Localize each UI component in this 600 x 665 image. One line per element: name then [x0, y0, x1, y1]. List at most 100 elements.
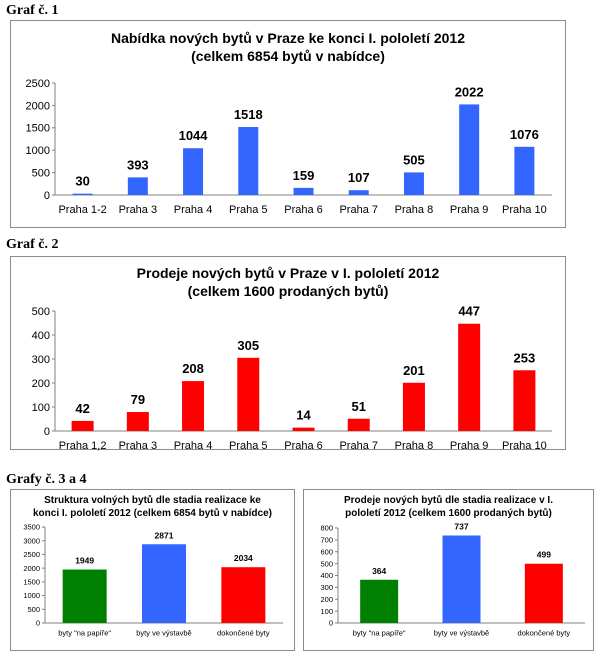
bar-value-label: 253 [514, 350, 536, 365]
bar [238, 126, 259, 195]
x-category-label: Praha 9 [450, 204, 489, 216]
y-tick-label: 500 [32, 306, 50, 318]
x-category-label: Praha 6 [284, 204, 323, 216]
bar-value-label: 447 [458, 304, 480, 319]
x-category-label: byty ve výstavbě [136, 629, 191, 638]
y-tick-label: 100 [320, 607, 333, 616]
bar-value-label: 505 [403, 152, 425, 167]
bar-value-label: 364 [372, 566, 386, 576]
x-category-label: Praha 1-2 [58, 204, 106, 216]
bar [347, 418, 370, 431]
heading-grafy-3-4: Grafy č. 3 a 4 [6, 472, 87, 487]
bar-value-label: 1518 [234, 107, 263, 122]
x-category-label: Praha 8 [395, 204, 434, 216]
bar-value-label: 1044 [179, 128, 209, 143]
bar [182, 381, 205, 431]
bar-value-label: 107 [348, 170, 370, 185]
bar [442, 535, 481, 623]
y-tick-label: 300 [320, 583, 333, 592]
bar [403, 172, 424, 195]
bar-value-label: 201 [403, 363, 425, 378]
bar [292, 427, 315, 431]
chart-2-panel: Prodeje nových bytů v Praze v I. pololet… [10, 256, 566, 451]
bar [71, 420, 94, 431]
y-tick-label: 1500 [23, 577, 40, 586]
y-tick-label: 1500 [26, 123, 50, 135]
x-category-label: Praha 8 [395, 440, 434, 451]
x-category-label: Praha 3 [119, 204, 158, 216]
x-category-label: Praha 4 [174, 204, 213, 216]
x-category-label: Praha 9 [450, 440, 489, 451]
x-category-label: Praha 7 [339, 440, 378, 451]
y-tick-label: 2500 [26, 78, 50, 90]
heading-graf-1: Graf č. 1 [6, 3, 59, 18]
bar-value-label: 30 [75, 174, 89, 189]
bar-value-label: 393 [127, 157, 149, 172]
chart-1-title: Nabídka nových bytů v Praze ke konci I. … [110, 30, 465, 46]
y-tick-label: 100 [32, 402, 50, 414]
x-category-label: byty ve výstavbě [434, 629, 489, 638]
chart-3-title: Struktura volných bytů dle stadia realiz… [44, 495, 261, 506]
bar [62, 569, 107, 623]
chart-1-subtitle: (celkem 6854 bytů v nabídce) [191, 48, 385, 64]
bar-value-label: 737 [454, 521, 468, 531]
y-tick-label: 500 [320, 559, 333, 568]
bar [72, 193, 93, 195]
chart-3-panel: Struktura volných bytů dle stadia realiz… [10, 489, 295, 651]
bar-value-label: 1076 [510, 127, 539, 142]
bar [127, 177, 148, 195]
y-tick-label: 800 [320, 524, 333, 533]
y-tick-label: 600 [320, 547, 333, 556]
bar-value-label: 2034 [234, 553, 253, 563]
chart-1-plot: 0 500 1000 1500 2000 2500 30 Praha 1-2 393 Praha … [26, 78, 552, 216]
y-tick-label: 2000 [26, 100, 50, 112]
x-category-label: Praha 1,2 [59, 440, 107, 451]
bar-value-label: 2022 [455, 84, 484, 99]
y-tick-label: 1000 [23, 591, 40, 600]
x-category-label: byty "na papíře" [353, 629, 406, 638]
bar [237, 357, 260, 431]
chart-2-plot: 0 100 200 300 400 500 42 Praha 1,2 79 Praha 3 208 P… [32, 304, 552, 451]
y-tick-label: 700 [320, 536, 333, 545]
bar [293, 187, 314, 195]
y-tick-label: 1000 [26, 145, 50, 157]
bar [142, 544, 186, 623]
x-category-label: Praha 10 [502, 204, 547, 216]
bar [348, 190, 369, 195]
x-category-label: dokončené byty [518, 629, 571, 638]
bar-value-label: 42 [75, 401, 89, 416]
chart-2-subtitle: (celkem 1600 prodaných bytů) [187, 283, 389, 299]
y-tick-label: 400 [320, 571, 333, 580]
bar [459, 104, 480, 195]
bar-value-label: 159 [293, 168, 315, 183]
y-tick-label: 0 [36, 619, 40, 628]
chart-4-plot: 0 100 200 300 400 500 600 700 800 364 byty "na pap… [320, 521, 585, 638]
bar [221, 567, 266, 623]
x-category-label: Praha 3 [119, 440, 158, 451]
y-tick-label: 0 [44, 190, 50, 202]
chart-3-plot: 0 500 1000 1500 2000 2500 3000 3500 1949 byty "na… [23, 523, 283, 638]
x-category-label: Praha 6 [284, 440, 323, 451]
y-tick-label: 400 [32, 330, 50, 342]
bar [458, 323, 481, 431]
x-category-label: Praha 7 [339, 204, 378, 216]
x-category-label: Praha 5 [229, 204, 268, 216]
bar [360, 579, 399, 623]
y-tick-label: 300 [32, 354, 50, 366]
chart-3-subtitle: konci I. pololetí 2012 (celkem 6854 bytů… [33, 508, 272, 519]
chart-1-panel: Nabídka nových bytů v Praze ke konci I. … [10, 20, 566, 228]
bar-value-label: 79 [131, 392, 145, 407]
heading-graf-2: Graf č. 2 [6, 237, 59, 252]
y-tick-label: 3000 [23, 536, 40, 545]
chart-4-panel: Prodeje nových bytů dle stadia realizace… [303, 489, 594, 651]
chart-4-subtitle: pololetí 2012 (celkem 1600 prodaných byt… [345, 508, 552, 519]
x-category-label: byty "na papíře" [58, 629, 111, 638]
bar-value-label: 305 [237, 338, 259, 353]
bar [524, 563, 563, 623]
bar [513, 370, 536, 431]
bar-value-label: 51 [351, 399, 365, 414]
bar-value-label: 14 [296, 408, 311, 423]
y-tick-label: 500 [27, 605, 40, 614]
chart-2-title: Prodeje nových bytů v Praze v I. pololet… [136, 265, 440, 281]
y-tick-label: 2000 [23, 564, 40, 573]
